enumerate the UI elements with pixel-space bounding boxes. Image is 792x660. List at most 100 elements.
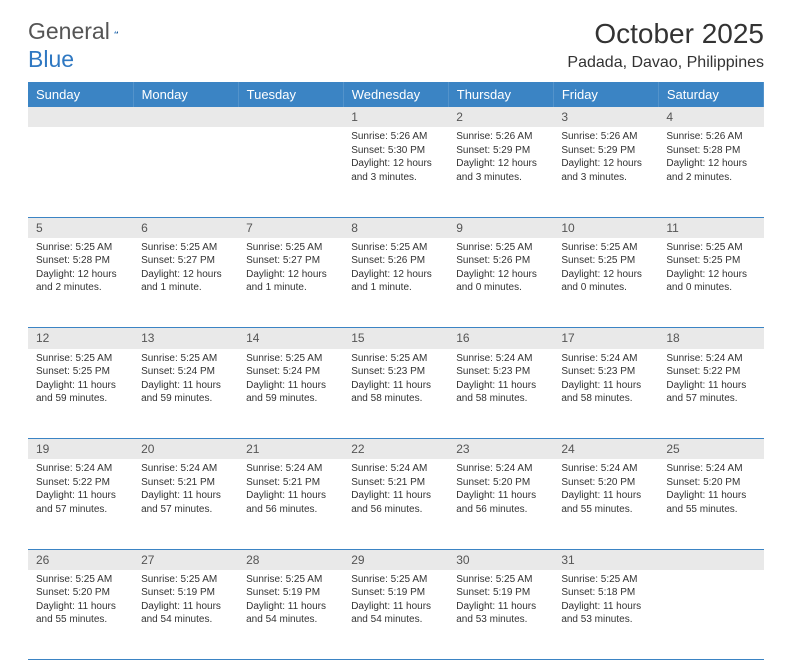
day-ss: Sunset: 5:23 PM [456,365,545,379]
day-dl2: and 57 minutes. [36,503,125,517]
day-dl1: Daylight: 11 hours [246,600,335,614]
day-number: 4 [658,107,763,127]
day-cell: Sunrise: 5:25 AMSunset: 5:23 PMDaylight:… [343,349,448,439]
day-cell: Sunrise: 5:25 AMSunset: 5:28 PMDaylight:… [28,238,133,328]
day-ss: Sunset: 5:30 PM [351,144,440,158]
day-cell: Sunrise: 5:24 AMSunset: 5:22 PMDaylight:… [28,459,133,549]
day-number: 18 [658,328,763,349]
day-cell [133,127,238,217]
day-dl2: and 3 minutes. [456,171,545,185]
day-number: 29 [343,549,448,570]
day-number: 21 [238,439,343,460]
day-dl2: and 3 minutes. [351,171,440,185]
day-dl2: and 58 minutes. [456,392,545,406]
day-dl1: Daylight: 11 hours [351,489,440,503]
day-sr: Sunrise: 5:25 AM [246,573,335,587]
day-dl2: and 56 minutes. [456,503,545,517]
day-cell: Sunrise: 5:26 AMSunset: 5:28 PMDaylight:… [658,127,763,217]
day-ss: Sunset: 5:25 PM [561,254,650,268]
logo: General [28,18,140,45]
day-cell: Sunrise: 5:25 AMSunset: 5:27 PMDaylight:… [238,238,343,328]
day-sr: Sunrise: 5:25 AM [456,573,545,587]
week-row: Sunrise: 5:25 AMSunset: 5:25 PMDaylight:… [28,349,764,439]
weekday-header-row: Sunday Monday Tuesday Wednesday Thursday… [28,82,764,107]
day-ss: Sunset: 5:22 PM [36,476,125,490]
day-ss: Sunset: 5:21 PM [246,476,335,490]
title-block: October 2025 Padada, Davao, Philippines [567,18,764,72]
daynum-row: 12131415161718 [28,328,764,349]
day-ss: Sunset: 5:21 PM [351,476,440,490]
day-sr: Sunrise: 5:25 AM [456,241,545,255]
day-dl1: Daylight: 11 hours [36,489,125,503]
day-sr: Sunrise: 5:26 AM [561,130,650,144]
day-dl1: Daylight: 12 hours [666,157,755,171]
day-dl1: Daylight: 12 hours [246,268,335,282]
day-sr: Sunrise: 5:26 AM [456,130,545,144]
day-ss: Sunset: 5:23 PM [561,365,650,379]
daynum-row: 262728293031 [28,549,764,570]
day-number [658,549,763,570]
day-number: 6 [133,217,238,238]
day-ss: Sunset: 5:28 PM [36,254,125,268]
day-ss: Sunset: 5:24 PM [141,365,230,379]
day-cell: Sunrise: 5:24 AMSunset: 5:21 PMDaylight:… [343,459,448,549]
day-dl1: Daylight: 12 hours [666,268,755,282]
day-cell: Sunrise: 5:24 AMSunset: 5:21 PMDaylight:… [133,459,238,549]
day-dl2: and 54 minutes. [246,613,335,627]
day-number: 22 [343,439,448,460]
day-dl1: Daylight: 12 hours [141,268,230,282]
day-cell [28,127,133,217]
day-dl2: and 59 minutes. [36,392,125,406]
day-ss: Sunset: 5:21 PM [141,476,230,490]
day-ss: Sunset: 5:20 PM [561,476,650,490]
day-ss: Sunset: 5:24 PM [246,365,335,379]
day-number: 13 [133,328,238,349]
logo-word-blue: Blue [28,46,74,73]
day-number: 14 [238,328,343,349]
col-saturday: Saturday [658,82,763,107]
day-number: 3 [553,107,658,127]
day-cell: Sunrise: 5:25 AMSunset: 5:26 PMDaylight:… [343,238,448,328]
day-number [133,107,238,127]
day-sr: Sunrise: 5:24 AM [246,462,335,476]
day-dl1: Daylight: 11 hours [456,600,545,614]
day-dl2: and 1 minute. [246,281,335,295]
day-number: 28 [238,549,343,570]
day-dl2: and 1 minute. [351,281,440,295]
day-ss: Sunset: 5:28 PM [666,144,755,158]
day-cell: Sunrise: 5:25 AMSunset: 5:19 PMDaylight:… [448,570,553,660]
day-dl2: and 55 minutes. [561,503,650,517]
col-tuesday: Tuesday [238,82,343,107]
day-number: 5 [28,217,133,238]
day-number: 27 [133,549,238,570]
day-cell: Sunrise: 5:24 AMSunset: 5:20 PMDaylight:… [553,459,658,549]
day-cell: Sunrise: 5:25 AMSunset: 5:20 PMDaylight:… [28,570,133,660]
day-dl1: Daylight: 11 hours [141,379,230,393]
day-number: 2 [448,107,553,127]
day-ss: Sunset: 5:27 PM [141,254,230,268]
day-cell: Sunrise: 5:26 AMSunset: 5:29 PMDaylight:… [448,127,553,217]
week-row: Sunrise: 5:25 AMSunset: 5:20 PMDaylight:… [28,570,764,660]
day-dl1: Daylight: 11 hours [666,379,755,393]
day-dl1: Daylight: 11 hours [246,379,335,393]
day-cell: Sunrise: 5:25 AMSunset: 5:25 PMDaylight:… [658,238,763,328]
day-number: 17 [553,328,658,349]
day-dl1: Daylight: 11 hours [36,600,125,614]
day-cell: Sunrise: 5:25 AMSunset: 5:24 PMDaylight:… [133,349,238,439]
day-dl1: Daylight: 11 hours [351,600,440,614]
day-number: 15 [343,328,448,349]
day-dl2: and 59 minutes. [246,392,335,406]
day-sr: Sunrise: 5:25 AM [351,352,440,366]
day-dl2: and 55 minutes. [36,613,125,627]
day-sr: Sunrise: 5:25 AM [141,573,230,587]
day-dl1: Daylight: 12 hours [456,268,545,282]
day-dl1: Daylight: 12 hours [36,268,125,282]
day-sr: Sunrise: 5:26 AM [351,130,440,144]
day-dl2: and 0 minutes. [561,281,650,295]
day-dl2: and 58 minutes. [561,392,650,406]
day-sr: Sunrise: 5:25 AM [36,573,125,587]
day-dl1: Daylight: 11 hours [456,489,545,503]
month-title: October 2025 [567,18,764,50]
day-dl2: and 55 minutes. [666,503,755,517]
day-dl1: Daylight: 12 hours [456,157,545,171]
